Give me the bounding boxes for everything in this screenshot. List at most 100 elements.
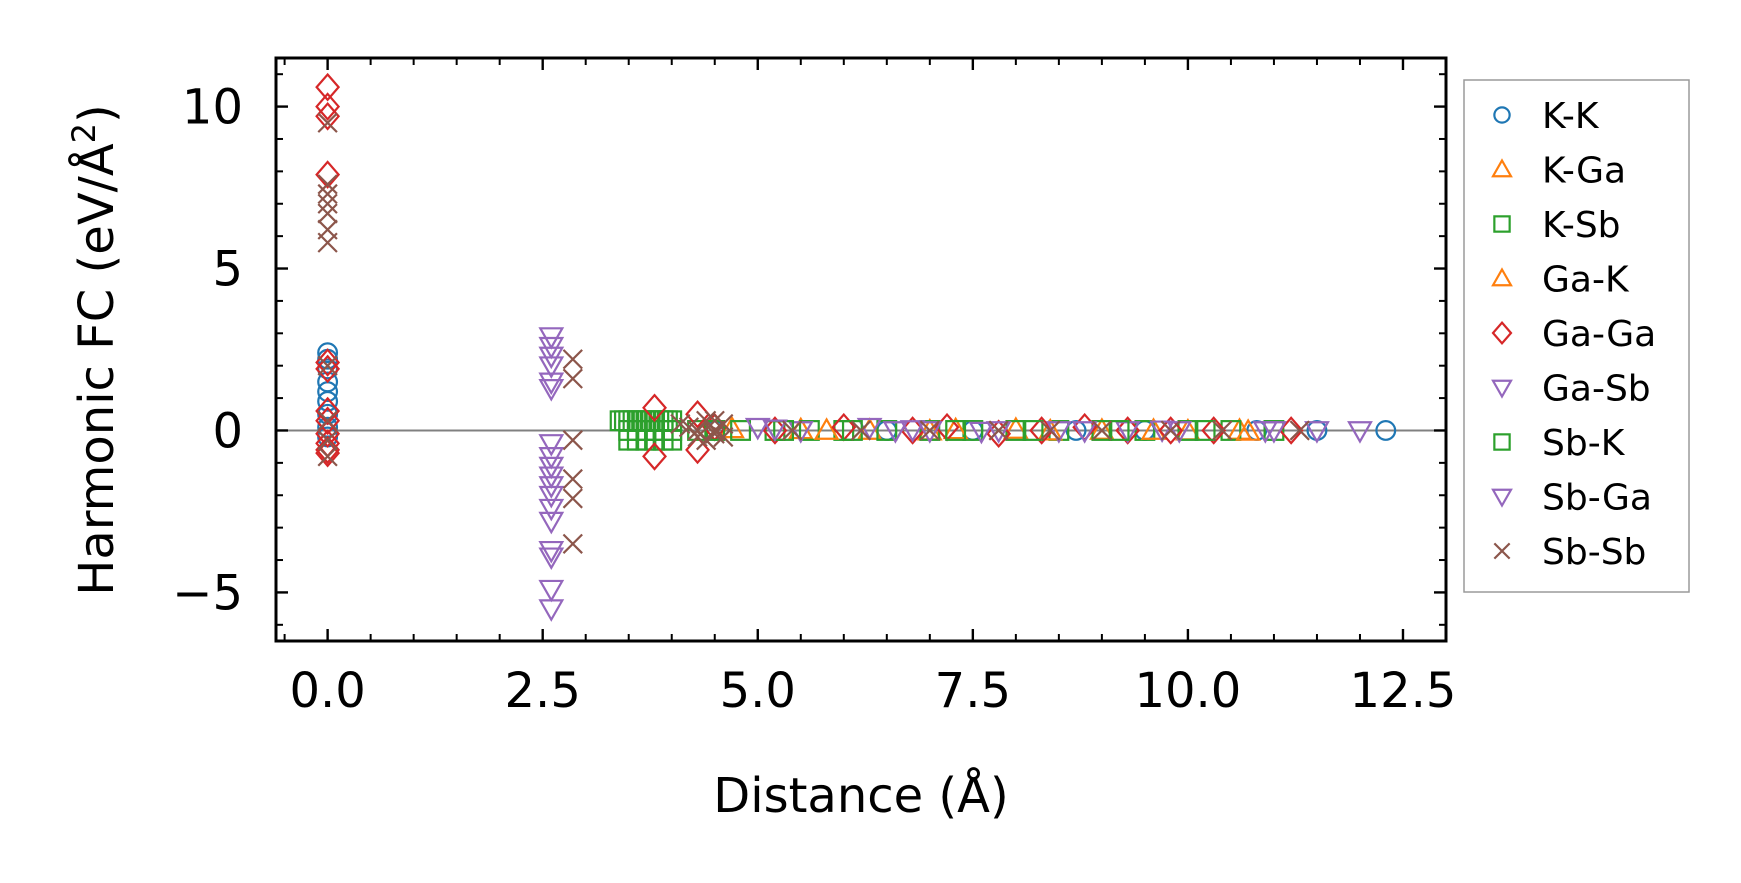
data-point-sb-ga (762, 419, 788, 443)
data-point-sb-sb (850, 420, 872, 441)
legend-marker (1493, 106, 1511, 124)
y-tick-label: 10 (182, 80, 243, 136)
legend: K-K K-Ga K-Sb Ga-K Ga-Ga Ga-Sb Sb-K Sb-Ga Sb-Sb (1463, 79, 1690, 593)
data-point-ga-ga (315, 160, 341, 189)
data-point-sb-sb (562, 468, 583, 490)
data-point-ga-ga (315, 72, 341, 102)
data-point-sb-sb (704, 420, 725, 441)
axis-ticks: 0.0 2.5 5.0 7.5 10.0 12.5 −5 0 5 10 (172, 58, 1456, 719)
data-point-k-k (317, 342, 339, 364)
data-point-sb-sb (782, 420, 803, 441)
data-point-ga-sb (538, 372, 565, 396)
data-point-k-k (317, 390, 339, 412)
x-tick-label: 2.5 (505, 663, 581, 719)
y-axis-label: Harmonic FC (eV/Å2) (65, 104, 125, 596)
legend-marker (1493, 433, 1511, 451)
data-point-ga-ga (685, 399, 711, 429)
legend-item-k-ga: K-Ga (1491, 151, 1626, 192)
legend-marker (1493, 542, 1511, 560)
series-ga-sb (538, 327, 1373, 622)
data-point-ga-sb (538, 485, 565, 509)
data-point-ga-sb (985, 421, 1012, 444)
data-point-sb-k (1108, 420, 1130, 441)
data-point-sb-sb (317, 355, 338, 376)
data-point-ga-k (1140, 417, 1167, 440)
y-tick-label: −5 (172, 565, 243, 621)
legend-marker (1491, 158, 1513, 178)
legend-marker (1491, 488, 1513, 508)
x-tick-label: 12.5 (1350, 663, 1457, 719)
data-point-sb-sb (317, 174, 338, 195)
x-tick-label: 10.0 (1134, 663, 1241, 719)
data-point-sb-sb (317, 183, 338, 205)
series-ga-ga (315, 72, 1304, 471)
data-point-sb-ga (1071, 421, 1098, 444)
data-point-ga-ga (642, 442, 667, 471)
data-point-k-ga (1002, 416, 1029, 439)
data-point-sb-sb (1091, 420, 1113, 441)
data-point-ga-sb (1304, 421, 1330, 444)
data-point-ga-sb (538, 540, 565, 564)
legend-item-ga-sb: Ga-Sb (1491, 369, 1651, 410)
legend-label: Ga-Ga (1542, 314, 1656, 355)
data-point-sb-sb (317, 193, 338, 214)
y-tick-label: 0 (212, 403, 243, 459)
data-point-ga-sb (538, 379, 565, 402)
data-point-sb-sb (919, 420, 940, 441)
data-point-sb-ga (968, 421, 995, 445)
plot-area: 0.0 2.5 5.0 7.5 10.0 12.5 −5 0 5 10 (172, 56, 1456, 719)
data-point-sb-sb (562, 533, 583, 554)
data-point-ga-ga (315, 92, 341, 121)
data-point-sb-k (1022, 420, 1044, 441)
legend-label: Ga-Sb (1542, 369, 1651, 410)
x-tick-label: 0.0 (289, 663, 365, 719)
legend-item-sb-k: Sb-K (1493, 423, 1626, 464)
legend-label: Sb-Ga (1542, 478, 1652, 519)
data-point-ga-ga (642, 393, 667, 423)
data-point-sb-sb (562, 368, 583, 389)
data-points (315, 72, 1397, 622)
y-tick-label: 5 (212, 242, 243, 298)
data-point-sb-sb (317, 112, 338, 133)
data-point-sb-sb (317, 203, 338, 224)
legend-marker (1491, 267, 1513, 287)
data-point-ga-k (813, 417, 840, 440)
series-sb-ga (762, 419, 1279, 445)
data-point-sb-ga (1252, 421, 1279, 444)
data-point-ga-ga (315, 354, 341, 384)
data-point-sb-k (1194, 420, 1216, 441)
data-point-sb-sb (687, 426, 708, 448)
x-axis-label: Distance (Å) (713, 767, 1008, 824)
data-point-sb-sb (317, 430, 338, 451)
data-point-sb-sb (562, 349, 583, 370)
data-point-ga-sb (538, 599, 565, 622)
legend-marker (1491, 379, 1513, 399)
data-point-k-k (1375, 420, 1397, 441)
data-point-ga-sb (916, 421, 943, 444)
legend-label: K-Ga (1542, 151, 1626, 192)
data-point-ga-k (1235, 418, 1262, 441)
legend-label: K-Sb (1542, 205, 1621, 246)
data-point-ga-ga (315, 101, 341, 131)
legend-item-k-sb: K-Sb (1493, 205, 1621, 246)
legend-label: Ga-K (1542, 260, 1630, 301)
data-point-ga-sb (538, 434, 565, 457)
data-point-ga-ga (1158, 416, 1184, 445)
data-point-ga-ga (315, 435, 341, 465)
data-point-ga-sb (538, 579, 565, 603)
data-point-ga-sb (882, 421, 909, 444)
data-point-ga-sb (538, 511, 565, 535)
data-point-sb-sb (317, 446, 338, 467)
data-point-sb-sb (562, 488, 583, 509)
legend-marker (1493, 215, 1511, 233)
data-point-sb-sb (562, 430, 583, 451)
data-point-sb-sb (1289, 420, 1310, 441)
data-point-sb-sb (1040, 420, 1061, 441)
data-point-ga-sb (538, 356, 565, 379)
data-point-k-k (317, 358, 339, 380)
legend-item-sb-ga: Sb-Ga (1491, 478, 1652, 519)
data-point-sb-sb (713, 426, 734, 448)
y-axis-label-main: Harmonic FC (eV/Å (68, 143, 125, 596)
data-point-ga-ga (1201, 416, 1227, 445)
